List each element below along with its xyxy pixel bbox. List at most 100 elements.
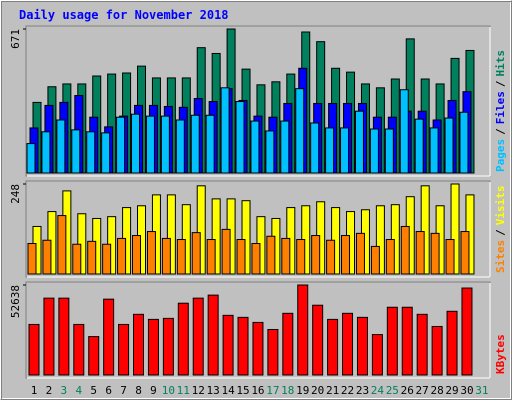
x-tick-label: 14 (221, 384, 235, 397)
bar (132, 235, 142, 275)
bar (384, 128, 394, 174)
x-tick-label: 1 (31, 384, 38, 397)
x-tick-label: 18 (281, 384, 294, 397)
bar (205, 114, 215, 174)
bar (133, 313, 145, 376)
legend-separator: / (494, 80, 507, 87)
bar (192, 297, 204, 376)
x-tick-label: 23 (356, 384, 369, 397)
bar (131, 113, 141, 174)
x-tick-label: 20 (311, 384, 324, 397)
bar (446, 310, 458, 376)
bar (354, 110, 364, 174)
bar (26, 143, 36, 174)
bar (72, 243, 82, 275)
bar (385, 239, 395, 275)
x-tick-label: 13 (207, 384, 220, 397)
bar (56, 119, 66, 174)
bar (102, 243, 112, 275)
bar (175, 119, 185, 174)
bar (220, 87, 230, 174)
bar (414, 118, 424, 174)
bar (58, 297, 70, 376)
bar (190, 114, 200, 174)
bar (429, 127, 439, 174)
bar (265, 130, 275, 174)
legend-separator: / (494, 128, 507, 135)
bar (325, 127, 335, 174)
bar (342, 312, 354, 376)
bar (297, 284, 309, 376)
bar (430, 232, 440, 275)
bar (116, 116, 126, 174)
bar (310, 122, 320, 174)
bar (444, 117, 454, 174)
x-tick-label: 17 (266, 384, 279, 397)
x-tick-label: 10 (162, 384, 175, 397)
x-tick-label: 3 (61, 384, 68, 397)
x-tick-label: 27 (416, 384, 429, 397)
bar (281, 237, 291, 275)
bar (161, 237, 171, 275)
legend-entry: Visits (494, 186, 507, 226)
bar (341, 235, 351, 275)
bar (146, 231, 156, 275)
x-tick-label: 5 (90, 384, 97, 397)
bar (160, 115, 170, 174)
bar (88, 336, 100, 376)
bar (431, 325, 443, 376)
x-tick-label: 12 (192, 384, 205, 397)
bar (27, 243, 37, 275)
legend-entry: Sites (494, 240, 507, 273)
x-tick-label: 24 (371, 384, 385, 397)
x-tick-label: 11 (177, 384, 190, 397)
bar (42, 239, 52, 275)
x-tick-label: 26 (401, 384, 414, 397)
bar (401, 306, 413, 376)
bar (206, 239, 216, 275)
bar (235, 101, 245, 174)
bar (211, 198, 221, 275)
bar (251, 243, 261, 275)
bar (371, 334, 383, 376)
bar (191, 232, 201, 275)
bar (237, 316, 249, 376)
bar (147, 318, 159, 376)
bar (43, 297, 55, 376)
bar (311, 235, 321, 275)
x-tick-label: 25 (386, 384, 399, 397)
bar (296, 239, 306, 275)
x-tick-label: 28 (430, 384, 443, 397)
x-tick-label: 4 (75, 384, 82, 397)
legend: KBytes (494, 334, 507, 374)
bar (450, 183, 460, 275)
bar (117, 237, 127, 275)
bar (207, 294, 219, 376)
bar (459, 111, 469, 174)
x-tick-label: 31 (475, 384, 488, 397)
bar (326, 239, 336, 275)
bar (103, 298, 115, 376)
legend-entry: Pages (494, 139, 507, 172)
bar (399, 89, 409, 174)
bar (445, 239, 455, 275)
x-tick-label: 7 (120, 384, 127, 397)
bar (280, 120, 290, 174)
legend: Sites / Visits (494, 186, 507, 274)
bar (420, 185, 430, 275)
bar (461, 287, 473, 376)
bar (177, 302, 189, 376)
x-tick-label: 19 (296, 384, 309, 397)
bar (145, 115, 155, 174)
bar (71, 129, 81, 174)
bar (386, 306, 398, 376)
bar (250, 120, 260, 174)
bar (73, 323, 85, 376)
bar (460, 231, 470, 275)
bar (236, 239, 246, 275)
bar (41, 131, 51, 174)
bar (312, 304, 324, 376)
legend-separator: / (494, 229, 507, 236)
